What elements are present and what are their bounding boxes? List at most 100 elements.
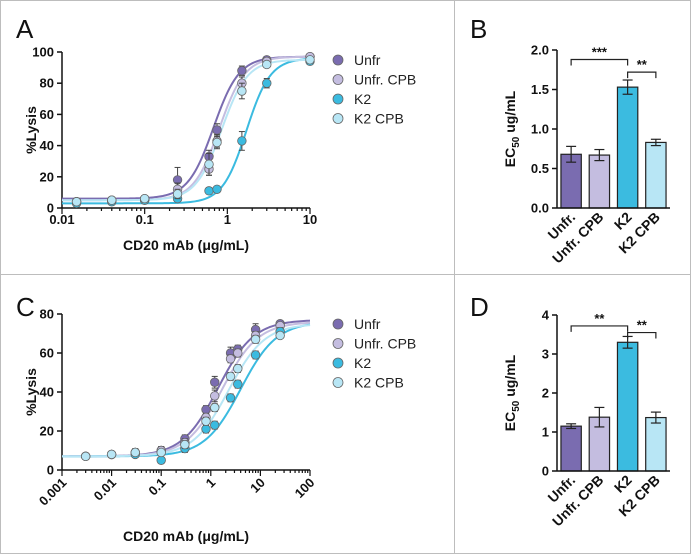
bar-k2-cpb	[645, 141, 667, 209]
bar-k2-cpb	[645, 416, 667, 472]
data-point-k2-cpb	[139, 193, 150, 204]
legend-label: K2 CPB	[354, 111, 404, 127]
significance-label: **	[637, 57, 648, 72]
y-tick-label: 20	[40, 169, 54, 184]
legend-label: Unfr	[354, 316, 381, 332]
data-point-k2-cpb	[262, 59, 272, 70]
data-point-k2	[210, 420, 220, 430]
x-tick-label: 100	[292, 475, 318, 501]
significance-label: ***	[592, 44, 608, 59]
x-axis-label: CD20 mAb (μg/mL)	[123, 528, 249, 544]
data-point-k2-cpb	[212, 137, 222, 148]
data-point-k2-cpb	[156, 447, 166, 458]
y-axis-label: EC50 ug/mL	[502, 90, 522, 167]
x-tick-label: 0.001	[36, 475, 70, 509]
x-tick-label: 10	[247, 475, 268, 496]
legend-marker	[332, 338, 344, 349]
legend-label: Unfr	[354, 52, 381, 68]
y-tick-label: 100	[32, 45, 54, 60]
data-point-unfr	[212, 125, 222, 135]
data-point-k2-cpb	[305, 55, 315, 65]
legend-marker	[332, 318, 344, 330]
panel-letter-d: D	[470, 292, 489, 322]
y-tick-label: 3	[542, 347, 549, 362]
x-tick-label: 0.1	[145, 475, 168, 498]
bar-k2	[616, 341, 639, 472]
y-tick-label: 60	[40, 346, 54, 361]
significance-label: **	[594, 311, 605, 326]
x-tick-label: 0.01	[49, 212, 74, 227]
data-point-k2-cpb	[130, 447, 140, 458]
data-point-k2	[212, 184, 222, 194]
panel-letter-c: C	[16, 292, 35, 322]
y-tick-label: 1	[542, 425, 549, 440]
y-axis-label: %Lysis	[23, 106, 39, 154]
significance-bracket	[627, 331, 657, 339]
legend-marker	[332, 74, 344, 85]
legend-marker	[332, 54, 344, 66]
data-point-unfr	[201, 404, 211, 415]
y-tick-label: 0.5	[531, 161, 549, 176]
legend-label: K2 CPB	[354, 375, 404, 391]
y-tick-label: 2.0	[531, 43, 549, 58]
y-tick-label: 40	[40, 138, 54, 153]
data-point-k2	[233, 379, 243, 389]
data-point-k2-cpb	[237, 86, 247, 96]
data-point-k2-cpb	[233, 363, 243, 374]
data-point-k2-cpb	[107, 195, 117, 205]
y-tick-label: 0	[47, 463, 54, 478]
x-tick-label: 1	[224, 212, 231, 227]
y-tick-label: 40	[40, 385, 54, 400]
bar-unfr-cpb	[588, 154, 611, 209]
legend-marker	[332, 357, 344, 369]
legend-marker	[332, 377, 344, 388]
data-point-k2-cpb	[201, 416, 211, 426]
data-point-k2-cpb	[106, 449, 117, 460]
x-tick-label: 10	[303, 212, 317, 227]
legend-label: Unfr. CPB	[354, 72, 416, 88]
x-axis-label: CD20 mAb (μg/mL)	[123, 237, 249, 253]
data-point-k2-cpb	[80, 451, 91, 462]
chart-c-dose-response: 0 20 40 60 80 0.001 0.01 0.1 1 10 100 CD20 mAb (μg/…	[23, 307, 416, 545]
panel-letter-a: A	[16, 14, 34, 44]
y-tick-label: 80	[40, 76, 54, 91]
data-point-k2	[204, 186, 214, 196]
y-tick-label: 0.0	[531, 201, 549, 216]
x-tick-label: 0.01	[91, 475, 120, 504]
data-point-k2-cpb	[210, 402, 220, 413]
y-tick-label: 4	[542, 308, 550, 323]
y-tick-label: 0	[47, 201, 54, 216]
data-point-k2-cpb	[275, 330, 285, 341]
data-point-unfr-cpb	[233, 348, 243, 358]
significance-bracket	[570, 325, 629, 332]
chart-a-dose-response: 0 20 40 60 80 100 0.01 0.1 1 10 CD20 mAb (μg/mL) %L…	[23, 45, 416, 254]
x-tick-label: 0.1	[136, 212, 154, 227]
y-tick-label: 1.5	[531, 82, 549, 97]
bar-k2	[616, 86, 639, 209]
y-tick-label: 80	[40, 307, 54, 322]
legend-label: K2	[354, 355, 371, 371]
data-point-k2	[250, 350, 261, 360]
data-point-k2-cpb	[180, 439, 190, 450]
data-point-k2-cpb	[225, 371, 236, 382]
y-tick-label: 20	[40, 424, 54, 439]
significance-bracket	[627, 71, 657, 79]
fit-curve-unfr-cpb	[62, 55, 311, 202]
data-point-k2	[225, 393, 236, 403]
y-tick-label: 1.0	[531, 122, 549, 137]
data-point-unfr-cpb	[225, 354, 236, 364]
data-point-k2	[201, 424, 211, 434]
y-tick-label: 0	[542, 464, 549, 479]
data-point-k2-cpb	[71, 197, 82, 207]
y-tick-label: 2	[542, 386, 549, 401]
y-axis-label: %Lysis	[23, 368, 39, 416]
data-point-unfr	[210, 377, 220, 387]
y-axis-label: EC50 ug/mL	[502, 354, 522, 431]
legend-label: K2	[354, 91, 371, 107]
fit-curve-k2	[62, 57, 311, 205]
data-point-k2	[237, 136, 247, 146]
data-point-k2-cpb	[250, 334, 261, 345]
